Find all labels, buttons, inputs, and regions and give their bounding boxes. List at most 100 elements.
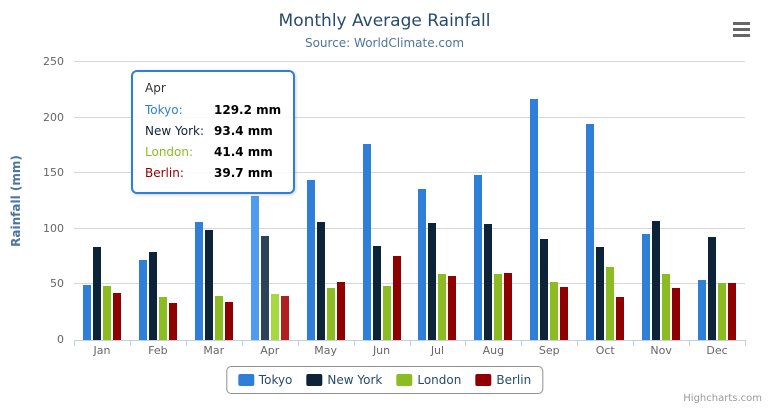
x-axis-tick-label: Mar xyxy=(203,344,225,357)
column-bar-tokyo[interactable] xyxy=(82,285,91,340)
column-bar-berlin[interactable] xyxy=(560,287,569,340)
x-axis-labels: Jan Feb Mar Apr May Jun Jul Aug Sep Oct Nov Dec xyxy=(74,344,745,360)
legend-swatch-icon xyxy=(306,374,323,386)
column-bar-tokyo[interactable] xyxy=(418,189,427,340)
legend-item-tokyo[interactable]: Tokyo xyxy=(237,373,292,387)
column-bar-tokyo[interactable] xyxy=(474,175,483,340)
tooltip-series-label: New York: xyxy=(145,124,204,138)
legend-item-london[interactable]: London xyxy=(396,373,461,387)
column-bar-new-york[interactable] xyxy=(92,247,101,340)
column-bar-berlin[interactable] xyxy=(448,276,457,340)
column-bar-london[interactable] xyxy=(102,286,111,340)
column-bar-tokyo[interactable] xyxy=(250,196,259,340)
bar-group-jun xyxy=(354,62,410,340)
column-bar-berlin[interactable] xyxy=(504,273,513,340)
column-bar-london[interactable] xyxy=(382,286,391,340)
chart-title: Monthly Average Rainfall xyxy=(278,11,491,31)
gridline xyxy=(74,116,745,118)
column-bar-new-york[interactable] xyxy=(596,247,605,340)
legend-label: New York xyxy=(327,373,383,387)
tooltip-series-label: London: xyxy=(145,145,194,159)
y-axis-tick-label: 50 xyxy=(50,277,64,291)
x-axis-tick xyxy=(409,340,411,346)
y-axis-tick-label: 150 xyxy=(43,166,64,180)
y-axis-tick-label: 200 xyxy=(43,110,64,124)
bar-group-jan xyxy=(74,62,130,340)
x-axis-tick xyxy=(297,340,299,346)
legend-swatch-icon xyxy=(396,374,413,386)
x-axis-tick-label: Oct xyxy=(595,344,615,357)
column-bar-new-york[interactable] xyxy=(540,239,549,340)
column-bar-new-york[interactable] xyxy=(708,237,717,340)
x-axis-tick xyxy=(689,340,691,346)
column-bar-tokyo[interactable] xyxy=(138,260,147,340)
bar-group-oct xyxy=(577,62,633,340)
gridline xyxy=(74,61,745,62)
column-bar-london[interactable] xyxy=(270,294,279,340)
column-bar-berlin[interactable] xyxy=(616,297,625,340)
credits-link[interactable]: Highcharts.com xyxy=(683,393,762,404)
tooltip-row: New York: 93.4 mm xyxy=(145,123,281,140)
column-bar-tokyo[interactable] xyxy=(642,234,651,340)
legend-item-berlin[interactable]: Berlin xyxy=(475,373,531,387)
y-axis-tick-label: 100 xyxy=(43,221,64,235)
tooltip-series-value: 41.4 mm xyxy=(214,145,273,159)
tooltip-row: Tokyo: 129.2 mm xyxy=(145,102,281,119)
bar-group-sep xyxy=(521,62,577,340)
chart-subtitle: Source: WorldClimate.com xyxy=(304,36,465,50)
bar-group-dec xyxy=(689,62,745,340)
x-axis-tick xyxy=(74,340,75,346)
column-bar-berlin[interactable] xyxy=(392,256,401,340)
column-bar-berlin[interactable] xyxy=(224,302,233,340)
column-bar-tokyo[interactable] xyxy=(306,180,315,340)
x-axis-tick xyxy=(521,340,523,346)
bar-group-mar xyxy=(186,62,242,340)
column-bar-london[interactable] xyxy=(718,283,727,340)
x-axis-tick xyxy=(577,340,579,346)
tooltip-series-value: 129.2 mm xyxy=(214,103,282,117)
legend-item-new-york[interactable]: New York xyxy=(306,373,382,387)
tooltip-row: Berlin: 39.7 mm xyxy=(145,165,281,182)
column-bar-new-york[interactable] xyxy=(260,236,269,340)
column-bar-new-york[interactable] xyxy=(652,221,661,340)
column-bar-london[interactable] xyxy=(438,274,447,340)
column-bar-berlin[interactable] xyxy=(728,283,737,340)
column-bar-london[interactable] xyxy=(606,267,615,340)
hamburger-menu-icon[interactable] xyxy=(733,22,750,37)
column-bar-tokyo[interactable] xyxy=(194,222,203,340)
legend: Tokyo New York London Berlin xyxy=(225,366,544,394)
column-bar-new-york[interactable] xyxy=(148,252,157,340)
column-bar-tokyo[interactable] xyxy=(362,144,371,340)
column-bar-tokyo[interactable] xyxy=(530,99,539,340)
x-axis-tick xyxy=(745,340,746,346)
column-bar-london[interactable] xyxy=(214,296,223,340)
x-axis-tick-label: Jan xyxy=(93,344,111,357)
column-bar-berlin[interactable] xyxy=(672,288,681,340)
column-bar-new-york[interactable] xyxy=(372,246,381,340)
column-bar-london[interactable] xyxy=(550,282,559,340)
column-bar-new-york[interactable] xyxy=(204,230,213,340)
column-bar-london[interactable] xyxy=(326,288,335,340)
column-bar-new-york[interactable] xyxy=(428,223,437,340)
column-bar-new-york[interactable] xyxy=(316,222,325,340)
column-bar-new-york[interactable] xyxy=(484,224,493,340)
legend-label: London xyxy=(417,373,462,387)
tooltip-row: London: 41.4 mm xyxy=(145,144,281,161)
column-bar-berlin[interactable] xyxy=(112,293,121,340)
column-bar-berlin[interactable] xyxy=(336,282,345,340)
column-bar-berlin[interactable] xyxy=(168,303,177,340)
bar-group-jul xyxy=(410,62,466,340)
column-bar-london[interactable] xyxy=(158,297,167,340)
column-bar-london[interactable] xyxy=(494,274,503,340)
column-bar-tokyo[interactable] xyxy=(586,124,595,340)
column-bar-london[interactable] xyxy=(662,274,671,340)
y-axis-tick-label: 250 xyxy=(43,55,64,68)
column-bar-tokyo[interactable] xyxy=(698,280,707,340)
column-bar-berlin[interactable] xyxy=(280,296,289,340)
x-axis-tick xyxy=(129,340,131,346)
plot-area xyxy=(74,61,746,346)
tooltip-header: Apr xyxy=(145,81,166,95)
bar-group-aug xyxy=(465,62,521,340)
legend-swatch-icon xyxy=(237,374,254,386)
